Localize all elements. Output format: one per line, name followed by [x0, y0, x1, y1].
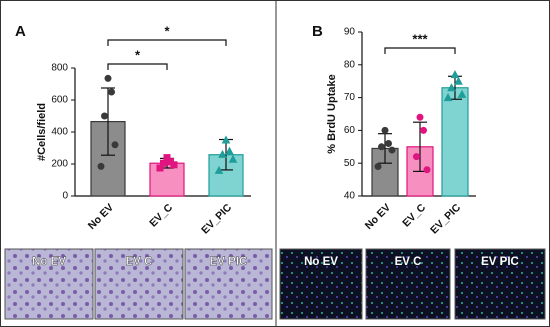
data-point — [454, 76, 463, 85]
x-tick-label: EV_PIC — [428, 201, 463, 236]
significance-label: *** — [412, 31, 428, 46]
bar — [441, 87, 469, 197]
data-point — [218, 149, 227, 158]
y-tick-label: 800 — [51, 63, 68, 74]
x-tick-label: EV_C — [147, 201, 175, 229]
data-point — [388, 146, 396, 154]
y-tick-label: 400 — [51, 127, 68, 138]
significance-label: * — [135, 47, 141, 62]
micrograph-label: EV PIC — [481, 256, 519, 268]
panel-label: A — [15, 23, 26, 40]
data-point — [108, 88, 115, 96]
micrograph-label: EV PIC — [210, 256, 248, 268]
data-point — [457, 89, 467, 98]
y-axis-label: #Cells/field — [36, 103, 48, 161]
micrograph-label: No EV — [32, 256, 66, 268]
data-point — [450, 70, 460, 79]
y-tick-label: 90 — [344, 27, 356, 38]
data-point — [97, 162, 105, 170]
y-tick-label: 600 — [51, 95, 68, 106]
data-point — [228, 154, 238, 163]
micrograph — [454, 248, 546, 320]
significance-bracket — [107, 39, 227, 46]
micrograph — [4, 248, 94, 320]
data-point — [101, 112, 108, 120]
data-point — [416, 113, 424, 121]
data-point — [381, 126, 389, 134]
y-tick-label: 70 — [344, 92, 356, 103]
x-tick-label: No EV — [363, 202, 393, 232]
y-tick-label: 60 — [344, 125, 356, 136]
significance-label: * — [164, 23, 170, 38]
data-point — [374, 162, 382, 170]
data-point — [156, 164, 164, 172]
y-tick-label: 40 — [344, 191, 356, 202]
micrograph-label: EV C — [395, 256, 422, 268]
data-point — [214, 165, 224, 174]
data-point — [413, 153, 420, 161]
x-tick-label: EV_C — [400, 201, 428, 229]
data-point — [225, 146, 234, 155]
y-tick-label: 80 — [344, 59, 356, 70]
x-tick-label: EV_PIC — [199, 201, 234, 236]
bar — [90, 120, 126, 197]
data-point — [420, 126, 427, 134]
micrograph-label: No EV — [304, 256, 338, 268]
data-point — [447, 83, 456, 92]
micrograph — [279, 248, 363, 320]
data-point — [221, 135, 231, 144]
data-point — [443, 93, 453, 102]
panel-label: B — [312, 23, 323, 40]
micrograph — [365, 248, 451, 320]
y-tick-label: 200 — [51, 159, 68, 170]
micrograph — [94, 248, 184, 320]
data-point — [170, 161, 178, 169]
significance-bracket — [384, 47, 456, 54]
y-tick-label: 50 — [344, 158, 356, 169]
data-point — [104, 74, 112, 82]
data-point — [423, 166, 431, 174]
data-point — [385, 140, 392, 148]
y-tick-label: 0 — [62, 191, 68, 202]
micrograph-label: EV C — [126, 256, 153, 268]
bar — [149, 162, 185, 197]
y-axis-label: % BrdU Uptake — [326, 74, 338, 153]
data-point — [378, 143, 385, 151]
micrograph — [184, 248, 273, 320]
significance-bracket — [107, 63, 168, 70]
data-point — [111, 141, 119, 149]
x-tick-label: No EV — [86, 202, 116, 232]
